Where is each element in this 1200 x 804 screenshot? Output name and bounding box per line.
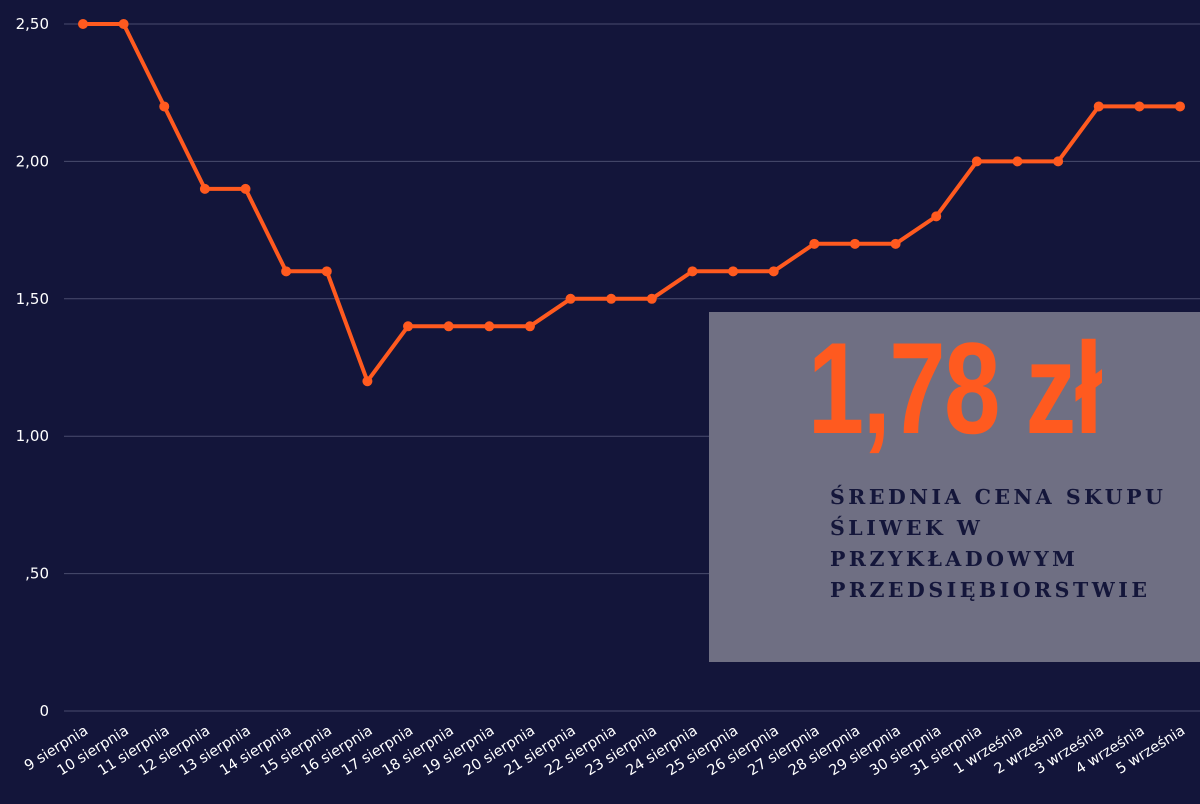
data-point bbox=[1053, 156, 1064, 167]
average-price-caption: ŚREDNIA CENA SKUPU ŚLIWEK W PRZYKŁADOWYM… bbox=[830, 485, 1167, 602]
data-point bbox=[606, 293, 617, 304]
gridlines bbox=[64, 23, 1200, 712]
average-price-callout: 1,78 zł ŚREDNIA CENA SKUPU ŚLIWEK W PRZY… bbox=[709, 312, 1200, 662]
data-point bbox=[809, 238, 820, 249]
y-tick-label: 1,50 bbox=[16, 290, 49, 308]
data-point bbox=[646, 293, 657, 304]
data-point bbox=[1012, 156, 1023, 167]
data-point bbox=[1134, 101, 1145, 112]
data-point bbox=[687, 266, 698, 277]
data-point bbox=[362, 376, 373, 387]
data-point bbox=[240, 183, 251, 194]
data-point bbox=[199, 183, 210, 194]
data-point bbox=[768, 266, 779, 277]
data-point bbox=[159, 101, 170, 112]
series-price bbox=[78, 19, 1185, 387]
y-axis-ticks: 0 ,50 1,00 1,50 2,00 2,50 bbox=[16, 15, 49, 720]
data-point bbox=[728, 266, 739, 277]
series-line bbox=[81, 22, 1182, 384]
data-point bbox=[524, 321, 535, 332]
data-point bbox=[281, 266, 292, 277]
y-tick-label: 2,00 bbox=[16, 152, 49, 170]
data-point bbox=[565, 293, 576, 304]
data-point bbox=[890, 238, 901, 249]
data-point bbox=[403, 321, 414, 332]
data-point bbox=[321, 266, 332, 277]
data-point bbox=[484, 321, 495, 332]
y-tick-label: 1,00 bbox=[16, 427, 49, 445]
y-tick-label: 0 bbox=[39, 702, 49, 720]
data-point bbox=[443, 321, 454, 332]
data-point bbox=[78, 19, 88, 29]
y-tick-label: ,50 bbox=[25, 565, 49, 583]
data-point bbox=[1175, 101, 1185, 112]
data-point bbox=[1093, 101, 1104, 112]
data-point bbox=[971, 156, 982, 167]
data-point bbox=[118, 19, 129, 29]
average-price-value: 1,78 zł bbox=[807, 315, 1103, 461]
data-point bbox=[931, 211, 942, 222]
data-point bbox=[849, 238, 860, 249]
y-tick-label: 2,50 bbox=[16, 15, 49, 33]
